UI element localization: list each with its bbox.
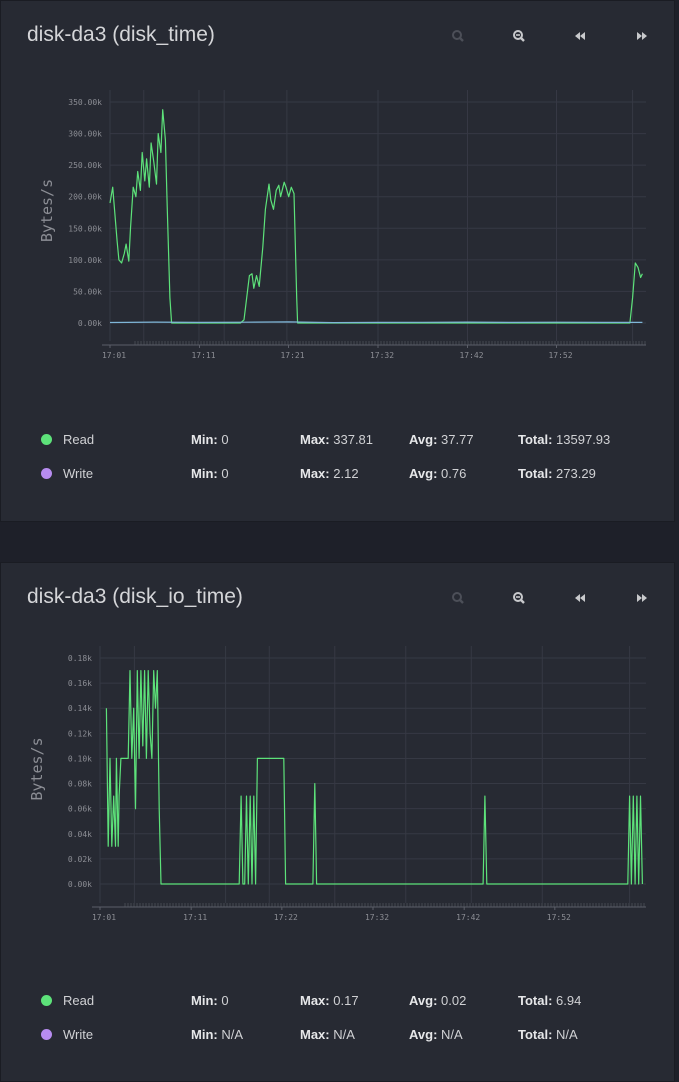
zoom-out-icon[interactable] xyxy=(508,27,530,47)
y-axis-label: Bytes/s xyxy=(38,179,56,242)
fast-forward-icon[interactable] xyxy=(631,27,653,47)
x-tick-label: 17:01 xyxy=(102,351,126,360)
stat-total: Total: 273.29 xyxy=(518,466,596,481)
rewind-icon[interactable] xyxy=(569,589,591,609)
x-tick-label: 17:21 xyxy=(280,351,304,360)
y-tick-label: 0.00k xyxy=(68,880,92,889)
stat-min: Min: N/A xyxy=(191,1027,244,1042)
chart-toolbar xyxy=(441,27,661,47)
stat-total: Total: 6.94 xyxy=(518,993,582,1008)
stat-min: Min: 0 xyxy=(191,993,229,1008)
x-tick-label: 17:32 xyxy=(365,913,389,922)
stat-max: Max: 337.81 xyxy=(300,432,374,447)
stat-avg: Avg: 37.77 xyxy=(409,432,474,447)
y-tick-label: 150.00k xyxy=(68,224,102,233)
stat-min: Min: 0 xyxy=(191,466,229,481)
series-name: Write xyxy=(63,466,94,481)
rewind-icon[interactable] xyxy=(569,27,591,47)
y-tick-label: 0.12k xyxy=(68,729,92,738)
stat-total: Total: N/A xyxy=(518,1027,578,1042)
y-tick-label: 100.00k xyxy=(68,256,102,265)
stat-avg: Avg: N/A xyxy=(409,1027,463,1042)
write-series-dot xyxy=(41,1029,52,1040)
legend-row-read[interactable]: Read Min: 0 Max: 337.81 Avg: 37.77 Total… xyxy=(1,431,676,451)
series-name: Read xyxy=(63,993,95,1008)
y-tick-label: 0.08k xyxy=(68,780,92,789)
x-tick-label: 17:11 xyxy=(191,351,215,360)
y-tick-label: 0.10k xyxy=(68,754,92,763)
stat-avg: Avg: 0.76 xyxy=(409,466,467,481)
x-tick-label: 17:42 xyxy=(456,913,480,922)
y-tick-label: 0.00k xyxy=(78,319,102,328)
zoom-out-icon[interactable] xyxy=(508,589,530,609)
chart-toolbar xyxy=(441,589,661,609)
y-tick-label: 200.00k xyxy=(68,193,102,202)
y-tick-label: 0.14k xyxy=(68,704,92,713)
series-name: Read xyxy=(63,432,95,447)
y-axis-label: Bytes/s xyxy=(28,737,46,800)
read-series-line xyxy=(105,669,643,885)
y-tick-label: 250.00k xyxy=(68,161,102,170)
y-tick-label: 0.04k xyxy=(68,830,92,839)
chart-panel-disk-io-time: disk-da3 (disk_io_time) 0.00k 0.02k 0.04k 0… xyxy=(0,562,675,1082)
x-tick-label: 17:42 xyxy=(459,351,483,360)
y-tick-label: 0.02k xyxy=(68,855,92,864)
y-tick-label: 0.18k xyxy=(68,654,92,663)
y-tick-label: 0.06k xyxy=(68,805,92,814)
y-tick-label: 50.00k xyxy=(73,287,102,296)
legend-row-write[interactable]: Write Min: 0 Max: 2.12 Avg: 0.76 Total: … xyxy=(1,465,676,485)
read-series-dot xyxy=(41,434,52,445)
x-tick-label: 17:32 xyxy=(370,351,394,360)
legend-row-read[interactable]: Read Min: 0 Max: 0.17 Avg: 0.02 Total: 6… xyxy=(1,992,676,1012)
stat-max: Max: N/A xyxy=(300,1027,355,1042)
write-series-line xyxy=(109,321,643,324)
y-tick-label: 0.16k xyxy=(68,679,92,688)
panel-title: disk-da3 (disk_io_time) xyxy=(27,585,243,608)
stat-max: Max: 2.12 xyxy=(300,466,359,481)
x-tick-label: 17:01 xyxy=(92,913,116,922)
read-series-dot xyxy=(41,995,52,1006)
x-tick-label: 17:11 xyxy=(183,913,207,922)
y-tick-label: 300.00k xyxy=(68,130,102,139)
x-tick-label: 17:52 xyxy=(548,351,572,360)
write-series-dot xyxy=(41,468,52,479)
legend-row-write[interactable]: Write Min: N/A Max: N/A Avg: N/A Total: … xyxy=(1,1026,676,1046)
series-name: Write xyxy=(63,1027,94,1042)
disk-time-chart[interactable]: 0.00k 50.00k 100.00k 150.00k 200.00k 250.00k 3… xyxy=(1,1,676,381)
fast-forward-icon[interactable] xyxy=(631,589,653,609)
panel-title: disk-da3 (disk_time) xyxy=(27,23,215,46)
stat-max: Max: 0.17 xyxy=(300,993,359,1008)
x-tick-label: 17:52 xyxy=(547,913,571,922)
y-tick-label: 350.00k xyxy=(68,98,102,107)
search-icon[interactable] xyxy=(447,589,469,609)
stat-min: Min: 0 xyxy=(191,432,229,447)
disk-io-time-chart[interactable]: 0.00k 0.02k 0.04k 0.06k 0.08k 0.10k 0.12k 0.14k… xyxy=(1,563,676,943)
search-icon[interactable] xyxy=(447,27,469,47)
stat-avg: Avg: 0.02 xyxy=(409,993,467,1008)
chart-panel-disk-time: disk-da3 (disk_time) 0.00k 50.00k 100.00k 1… xyxy=(0,0,675,522)
stat-total: Total: 13597.93 xyxy=(518,432,611,447)
x-tick-label: 17:22 xyxy=(274,913,298,922)
